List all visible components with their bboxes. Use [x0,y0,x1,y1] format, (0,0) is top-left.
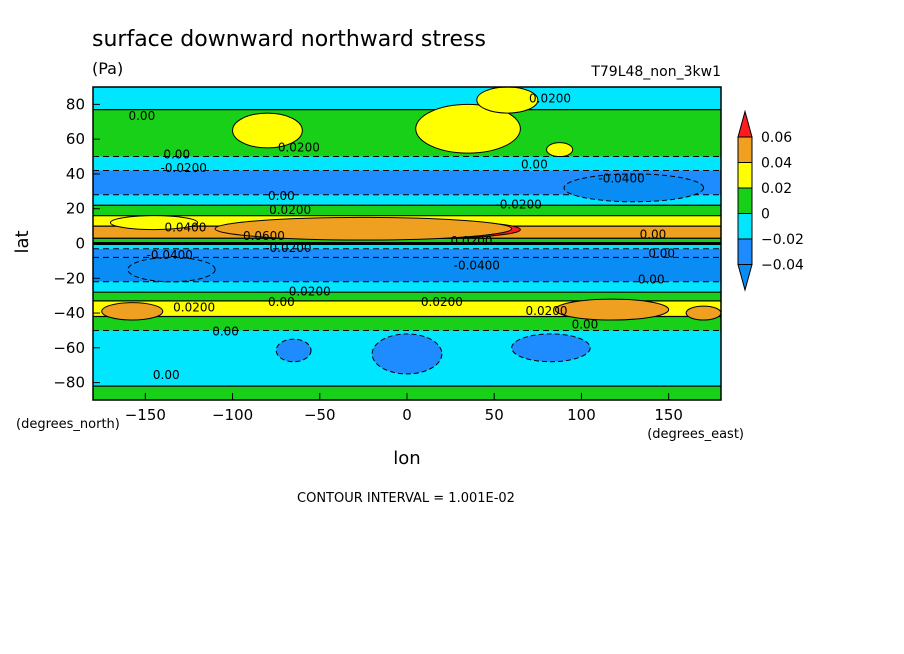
field-band [93,281,721,293]
contour-label: 0.0200 [278,140,320,154]
field-feature [275,338,312,363]
contour-label: 0.00 [640,227,667,241]
field-feature [127,256,216,283]
field-band [93,238,721,244]
field-feature [685,305,721,321]
contour-label: -0.0200 [265,241,311,255]
y-tick-label: 80 [66,95,85,113]
colorbar-segment [737,162,753,189]
contour-label: 0.0200 [269,203,311,217]
field-feature [546,142,574,158]
chart-title: surface downward northward stress [92,27,486,52]
colorbar-label: −0.04 [761,258,804,274]
contour-label: 0.00 [212,325,239,339]
field-feature [563,173,705,203]
field-feature [109,215,199,231]
y-tick-label: 40 [66,165,85,183]
x-tick-label: −50 [304,406,336,424]
x-tick-label: 150 [654,406,683,424]
colorbar-label: 0 [761,207,770,223]
colorbar-segment [737,187,753,214]
y-tick-label: −80 [53,374,85,392]
y-tick-label: −60 [53,339,85,357]
contour-label: 0.00 [572,318,599,332]
contour-label: 0.00 [153,368,180,382]
y-tick-label: 60 [66,130,85,148]
field-band [93,316,721,331]
field-feature [232,112,303,149]
colorbar-segment [737,264,753,292]
y-tick-label: 20 [66,200,85,218]
contour-label: 0.0200 [526,304,568,318]
contour-label: 0.00 [648,246,675,260]
colorbar-segment [737,136,753,163]
field-band [93,243,721,249]
units-label: (Pa) [92,59,123,78]
y-axis: 80 60 40 20 0 −20 −40 −60 −80 [53,95,100,392]
field-feature [214,216,513,241]
contour-label: 0.0400 [164,220,206,234]
field-band [93,194,721,206]
field-band [93,156,721,171]
colorbar-label: −0.02 [761,232,804,248]
field-band [93,87,721,110]
colorbar-label: 0.02 [761,181,792,197]
field-band [93,292,721,301]
field-feature [511,333,591,363]
y-tick-label: −20 [53,269,85,287]
x-tick-label: 50 [485,406,504,424]
colorbar-label: 0.06 [761,130,792,146]
stress-field [93,87,721,400]
field-feature [415,103,521,154]
colorbar: −0.04 −0.02 0 0.02 0.04 0.06 [737,109,804,292]
contour-label: 0.0200 [421,295,463,309]
x-tick-label: −150 [125,406,166,424]
contour-label: 0.0200 [451,234,493,248]
x-tick-label: 0 [402,406,412,424]
y-axis-label: lat [12,230,33,253]
contour-label: -0.0400 [454,259,500,273]
contour-label: -0.0200 [161,161,207,175]
contour-label: -0.0400 [598,172,644,186]
y-tick-label: −40 [53,304,85,322]
field-band [93,109,721,157]
colorbar-label: 0.04 [761,156,792,172]
contour-label: -0.0200 [284,285,330,299]
x-axis-label: lon [393,448,420,469]
contour-interval-note: CONTOUR INTERVAL = 1.001E-02 [297,491,515,506]
contour-label: 0.0200 [529,92,571,106]
contour-label: 0.00 [128,109,155,123]
x-units-label: (degrees_east) [647,427,744,442]
colorbar-segment [737,213,753,240]
x-tick-label: −100 [212,406,253,424]
y-units-label: (degrees_north) [16,417,120,432]
field-feature [371,333,443,375]
contour-label: -0.0200 [495,198,541,212]
field-feature [101,302,164,321]
contour-label: 0.00 [521,158,548,172]
colorbar-segment [737,238,753,265]
contour-label: 0.00 [163,147,190,161]
y-tick-label: 0 [75,235,85,253]
contour-label: 0.00 [638,272,665,286]
run-id-label: T79L48_non_3kw1 [590,64,721,80]
field-feature [554,298,670,321]
field-band [93,205,721,216]
contour-label: 0.0200 [173,300,215,314]
colorbar-segment [737,109,753,138]
x-axis: −150 −100 −50 0 50 100 150 [125,393,683,424]
contour-label: 0.00 [268,295,295,309]
x-tick-label: 100 [567,406,596,424]
contour-label: -0.0400 [147,248,193,262]
field-band [93,248,721,258]
contour-label: 0.00 [268,189,295,203]
contour-label: 0.0600 [243,229,285,243]
field-feature [476,87,539,114]
